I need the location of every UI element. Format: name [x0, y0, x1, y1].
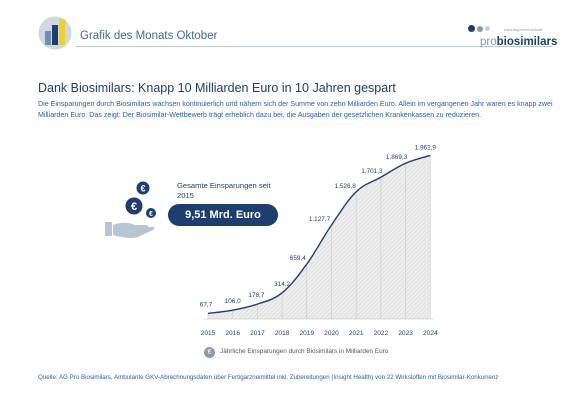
x-tick-label-2017: 2017: [250, 330, 265, 337]
data-label-2018: 314,2: [274, 281, 290, 288]
page-subtitle: Die Einsparungen durch Biosimilars wachs…: [38, 100, 553, 119]
x-tick-label-2020: 2020: [324, 330, 339, 337]
brand-logo: Arbeitsgemeinschaft probiosimilars: [468, 24, 568, 54]
data-label-2017: 178,7: [248, 292, 264, 299]
x-tick-label-2024: 2024: [423, 330, 438, 337]
source-note: Quelle: AG Pro Biosimilars, Ambulante GK…: [38, 374, 499, 381]
legend-text: Jährliche Einsparungen durch Biosimilars…: [220, 348, 389, 355]
euro-coin-hand-icon: € € €: [105, 181, 156, 239]
kpi-label: Gesamte Einsparungen seit 2015: [177, 181, 271, 200]
x-tick-label-2015: 2015: [201, 330, 216, 337]
data-label-2019: 659,4: [290, 255, 306, 262]
kpi-value-badge: 9,51 Mrd. Euro: [168, 204, 278, 226]
data-label-2020: 1.127,7: [309, 216, 331, 223]
brand-tagline: Arbeitsgemeinschaft: [504, 27, 543, 32]
data-label-2021: 1.526,8: [335, 183, 357, 190]
data-label-2024: 1.962,9: [415, 144, 437, 151]
x-tick-label-2018: 2018: [275, 330, 290, 337]
series-line: [207, 154, 431, 315]
x-tick-label-2023: 2023: [398, 330, 413, 337]
svg-text:€: €: [149, 211, 153, 218]
header-title: Grafik des Monats Oktober: [80, 30, 218, 42]
data-label-2022: 1.701,3: [361, 168, 383, 175]
euro-coin-icon: €: [204, 347, 215, 358]
x-tick-label-2022: 2022: [374, 330, 389, 337]
svg-text:€: €: [131, 201, 137, 213]
area-fill: [208, 155, 431, 319]
page-title: Dank Biosimilars: Knapp 10 Milliarden Eu…: [38, 81, 396, 95]
brand-name: probiosimilars: [480, 36, 558, 48]
x-tick-label-2019: 2019: [299, 330, 314, 337]
header-divider: [76, 46, 552, 47]
x-tick-label-2016: 2016: [225, 330, 240, 337]
data-label-2023: 1.869,3: [386, 154, 408, 161]
svg-text:€: €: [140, 184, 145, 194]
header: Grafik des Monats Oktober Arbeitsgemeins…: [0, 0, 586, 62]
data-label-2015: 67,7: [200, 301, 213, 308]
x-tick-label-2021: 2021: [349, 330, 364, 337]
bar-chart-logo-icon: [38, 16, 72, 50]
data-label-2016: 106,0: [225, 298, 241, 305]
